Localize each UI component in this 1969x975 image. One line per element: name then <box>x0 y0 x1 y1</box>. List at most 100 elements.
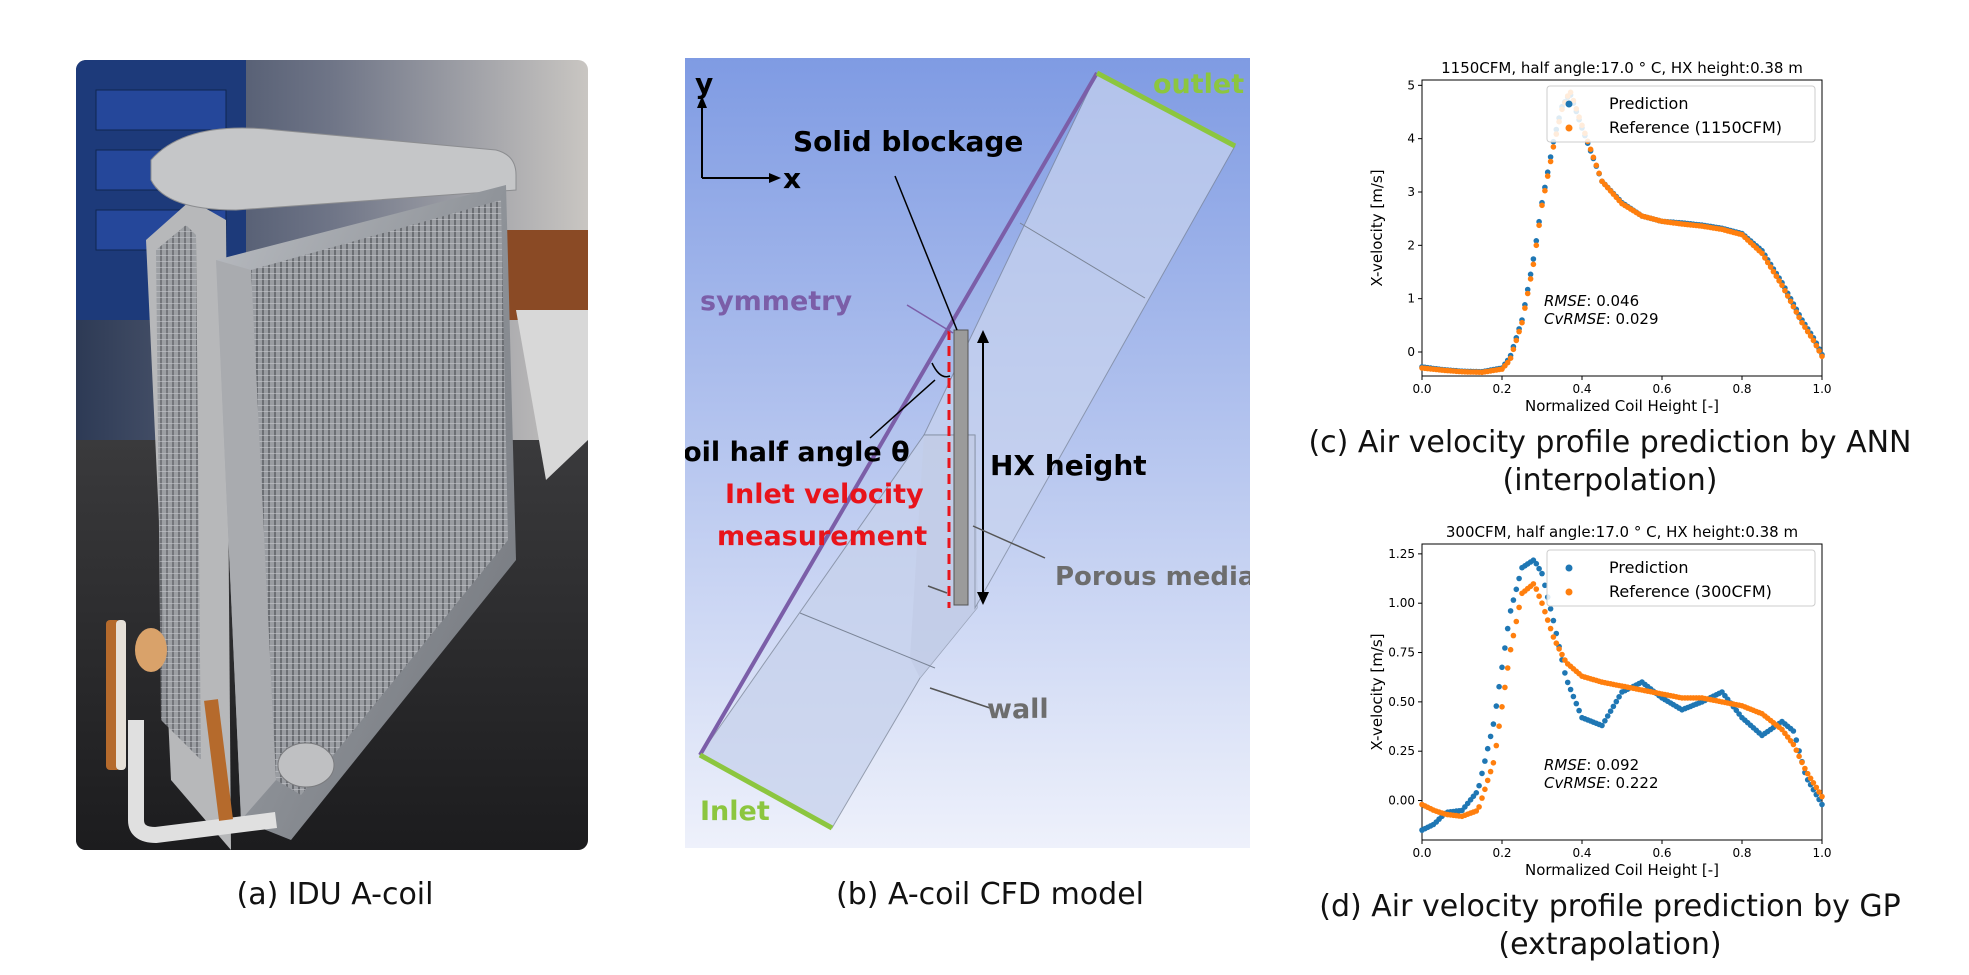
data-point <box>1559 651 1565 658</box>
chart-c: 1150CFM, half angle:17.0 ° C, HX height:… <box>1368 59 1832 415</box>
data-point <box>1542 187 1548 194</box>
y-tick-label: 1.25 <box>1388 547 1415 561</box>
data-point <box>1764 259 1771 266</box>
cvrmse-label: CvRMSE <box>1544 774 1606 792</box>
data-point <box>1813 342 1820 349</box>
cvrmse-text: CvRMSE: 0.222 <box>1544 774 1658 792</box>
data-point <box>1502 645 1508 651</box>
data-point <box>1504 625 1511 632</box>
data-point <box>1816 789 1822 795</box>
data-point <box>1542 608 1548 615</box>
rmse-label: RMSE <box>1544 756 1587 774</box>
data-point <box>1784 734 1791 740</box>
data-point <box>1790 728 1797 734</box>
data-point <box>1484 777 1491 784</box>
data-point <box>1776 278 1782 284</box>
data-point <box>1599 722 1605 729</box>
data-point <box>1593 162 1600 169</box>
x-tick-label: 0.0 <box>1412 846 1431 860</box>
x-tick-label: 0.8 <box>1732 382 1751 396</box>
symmetry-leader <box>906 304 954 334</box>
data-point <box>1482 786 1488 793</box>
data-point <box>1530 256 1537 262</box>
data-point <box>1810 337 1817 344</box>
data-point <box>1524 290 1531 297</box>
data-point <box>1533 238 1540 244</box>
angle-leader <box>869 379 936 439</box>
data-point <box>1550 144 1557 150</box>
data-point <box>1493 742 1500 749</box>
rmse-label: RMSE <box>1544 292 1587 310</box>
data-point <box>1784 293 1791 299</box>
label-wall: wall <box>987 694 1049 725</box>
data-point <box>1610 703 1617 710</box>
data-point <box>1790 303 1797 310</box>
photo-idu-a-coil <box>76 60 588 850</box>
data-point <box>1787 298 1794 305</box>
x-tick-label: 0.8 <box>1732 846 1751 860</box>
data-point <box>1487 733 1494 740</box>
data-point <box>1779 726 1785 733</box>
data-point <box>1782 287 1788 294</box>
data-point <box>1502 684 1508 691</box>
data-point <box>1587 146 1594 153</box>
data-point <box>1807 775 1814 782</box>
chart-title: 1150CFM, half angle:17.0 ° C, HX height:… <box>1441 59 1803 77</box>
data-point <box>1759 250 1765 257</box>
label-hx-height: HX height <box>990 449 1147 482</box>
legend-label: Prediction <box>1609 558 1688 577</box>
x-axis-label: Normalized Coil Height [-] <box>1525 397 1719 415</box>
rmse-value: : 0.046 <box>1586 292 1639 310</box>
data-point <box>1516 604 1522 611</box>
data-point <box>1547 158 1554 165</box>
data-point <box>1487 768 1494 775</box>
data-point <box>1570 693 1577 700</box>
data-point <box>1770 268 1777 275</box>
data-point <box>1790 741 1797 748</box>
data-point <box>1499 704 1505 710</box>
data-point <box>1516 328 1522 335</box>
data-point <box>1539 202 1545 209</box>
data-point <box>1804 770 1811 777</box>
label-measurement: measurement <box>717 521 927 552</box>
data-point <box>1510 346 1517 353</box>
data-point <box>1567 686 1574 693</box>
data-point <box>1530 581 1537 587</box>
legend-marker <box>1565 588 1573 596</box>
data-point <box>1533 586 1540 592</box>
caption-c-line2: (interpolation) <box>1502 463 1718 498</box>
cvrmse-value: : 0.222 <box>1606 774 1659 792</box>
data-point <box>1513 618 1520 625</box>
series-reference <box>1419 581 1825 820</box>
x-tick-label: 0.6 <box>1652 382 1671 396</box>
a-coil-photo-illustration <box>76 60 588 850</box>
data-point <box>1796 753 1802 760</box>
data-point <box>1496 723 1502 729</box>
data-point <box>1493 703 1500 709</box>
data-point <box>1507 355 1514 362</box>
hx-arrow-bottom <box>977 592 989 605</box>
x-tick-label: 0.2 <box>1492 846 1511 860</box>
data-point <box>1544 173 1551 179</box>
caption-b: (b) A-coil CFD model <box>836 877 1144 912</box>
label-outlet: outlet <box>1153 69 1244 100</box>
x-tick-label: 0.4 <box>1572 846 1591 860</box>
data-point <box>1616 694 1622 700</box>
data-point <box>1819 793 1825 800</box>
wall-stub <box>927 585 948 594</box>
data-point <box>1819 353 1825 360</box>
data-point <box>1547 154 1554 160</box>
data-point <box>1799 319 1805 326</box>
x-tick-label: 1.0 <box>1812 846 1831 860</box>
data-point <box>1562 670 1568 676</box>
y-tick-label: 0.50 <box>1388 695 1415 709</box>
data-point <box>1479 795 1485 801</box>
data-point <box>1490 721 1497 727</box>
legend-box <box>1546 85 1816 143</box>
label-inlet-velocity: Inlet velocity <box>725 479 924 510</box>
data-point <box>1504 359 1511 366</box>
label-y: y <box>695 67 713 100</box>
data-point <box>1550 634 1557 640</box>
data-point <box>1533 242 1540 249</box>
data-point <box>1476 804 1482 810</box>
